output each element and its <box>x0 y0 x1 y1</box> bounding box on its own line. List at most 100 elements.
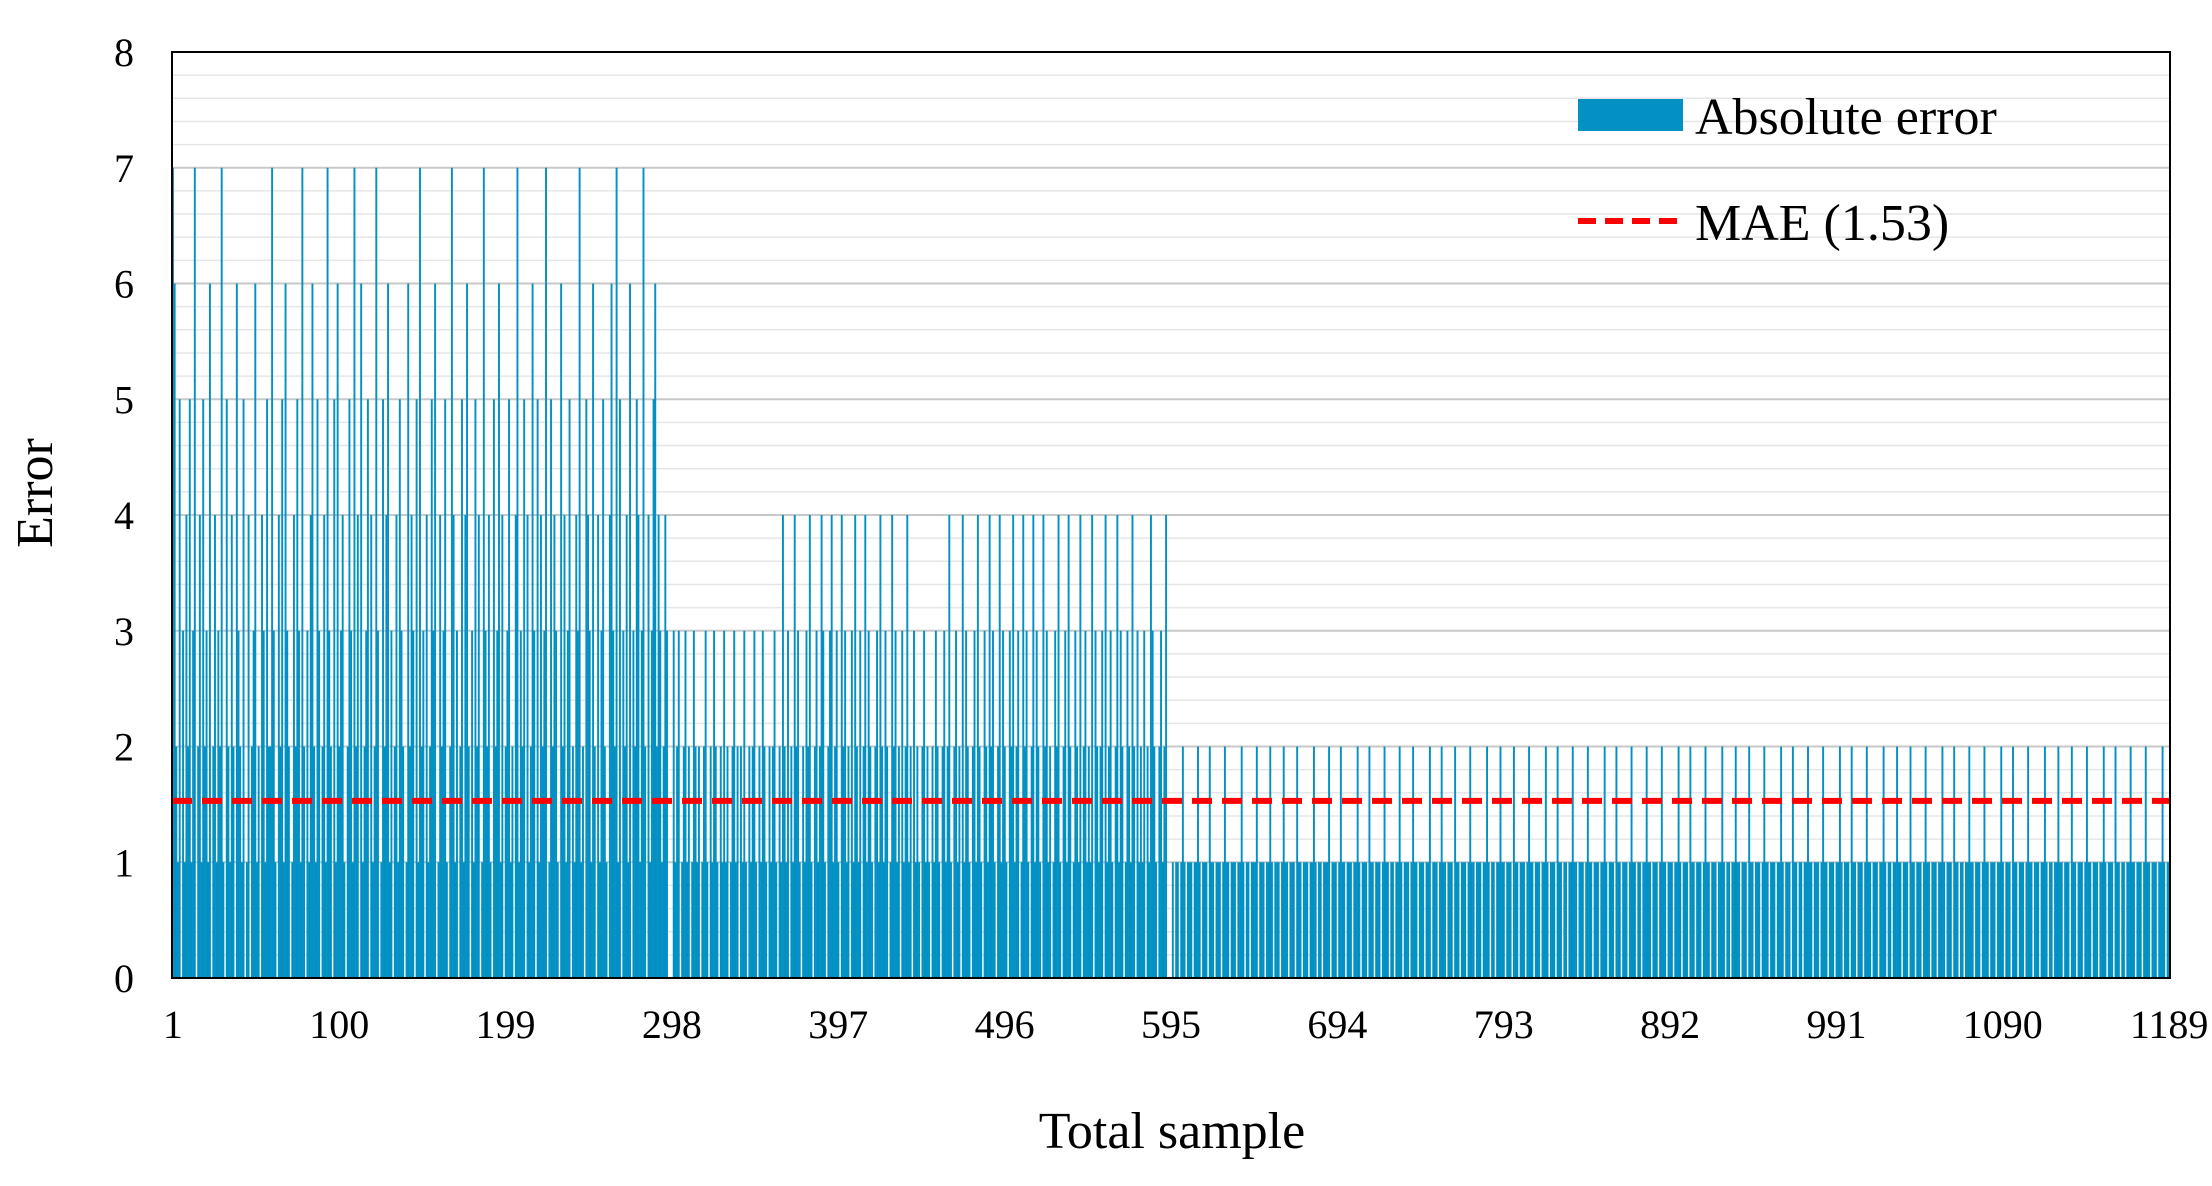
bar <box>1786 862 1789 978</box>
bar <box>2008 862 2011 978</box>
bar <box>1223 746 1226 978</box>
bar <box>1247 862 1250 978</box>
bar <box>963 862 966 978</box>
bar <box>1850 746 1853 978</box>
bar <box>227 746 230 978</box>
bar <box>303 746 306 978</box>
bar <box>1717 862 1720 978</box>
bar <box>1906 862 1909 978</box>
bar <box>2087 862 2090 978</box>
bar <box>1649 862 1652 978</box>
bar <box>1361 862 1364 978</box>
bar <box>1126 630 1129 978</box>
bar <box>1573 862 1576 978</box>
bar <box>360 283 363 978</box>
bar <box>1356 746 1359 978</box>
bar <box>1570 862 1573 978</box>
bar <box>624 746 626 978</box>
bar <box>1439 862 1441 978</box>
bar <box>2131 862 2134 978</box>
bar <box>1277 862 1280 978</box>
bar <box>1415 862 1418 978</box>
bar <box>229 862 232 978</box>
bar <box>946 746 949 978</box>
bar <box>1262 862 1265 978</box>
bar <box>1608 862 1611 978</box>
bar <box>598 862 601 978</box>
bar <box>1899 862 1902 978</box>
bar <box>721 862 724 978</box>
bar <box>876 630 879 978</box>
bar <box>474 399 477 978</box>
bar <box>1602 862 1604 978</box>
bar <box>2028 862 2031 978</box>
bar <box>1218 862 1221 978</box>
bar <box>200 862 203 978</box>
bar <box>531 283 534 978</box>
bar <box>2163 862 2166 978</box>
bar <box>1897 862 1900 978</box>
bar <box>471 630 474 978</box>
bar <box>640 630 643 978</box>
bar <box>1297 862 1300 978</box>
bar <box>662 746 665 978</box>
bar <box>1928 862 1930 978</box>
bar <box>642 167 645 978</box>
bar <box>1637 862 1640 978</box>
bar <box>1023 746 1026 978</box>
bar <box>375 167 378 978</box>
bar <box>1432 862 1435 978</box>
bar <box>481 862 484 978</box>
bar <box>1976 862 1979 978</box>
y-tick-label: 2 <box>114 725 134 770</box>
bar <box>573 862 576 978</box>
bar <box>1644 862 1646 978</box>
bar <box>1232 862 1235 978</box>
bar <box>185 515 188 978</box>
bar <box>1946 862 1949 978</box>
bar <box>486 746 489 978</box>
bar <box>519 630 522 978</box>
bar <box>1267 862 1270 978</box>
bar <box>768 746 771 978</box>
bar <box>998 515 1001 978</box>
bar <box>407 283 410 978</box>
bar <box>813 746 816 978</box>
bar <box>1044 746 1047 978</box>
x-tick-label: 694 <box>1307 1002 1367 1047</box>
bar <box>1741 862 1744 978</box>
bar <box>1412 746 1415 978</box>
bar <box>1864 862 1867 978</box>
bar <box>536 399 539 978</box>
bar <box>2101 862 2104 978</box>
bar <box>884 630 887 978</box>
bar <box>2116 862 2119 978</box>
bar <box>563 515 566 978</box>
bar <box>862 746 865 978</box>
bar <box>1766 862 1769 978</box>
bar <box>1338 862 1341 978</box>
x-tick-label: 595 <box>1141 1002 1201 1047</box>
bar <box>476 746 479 978</box>
bar <box>1596 862 1599 978</box>
bar <box>321 746 324 978</box>
bar <box>1514 862 1517 978</box>
bar <box>366 399 369 978</box>
bar <box>1859 862 1862 978</box>
bar <box>2072 862 2075 978</box>
bar <box>501 515 504 978</box>
bar <box>1370 862 1373 978</box>
bar <box>1822 746 1825 978</box>
bar <box>1153 746 1156 978</box>
bar <box>2111 862 2114 978</box>
bar <box>444 399 447 978</box>
bar <box>266 399 269 978</box>
bar <box>1825 862 1828 978</box>
bar <box>1195 862 1198 978</box>
bar <box>334 862 337 978</box>
x-tick-label: 199 <box>476 1002 536 1047</box>
bar <box>380 862 383 978</box>
bar <box>215 862 218 978</box>
x-tick-label: 298 <box>642 1002 702 1047</box>
bar <box>1012 515 1015 978</box>
